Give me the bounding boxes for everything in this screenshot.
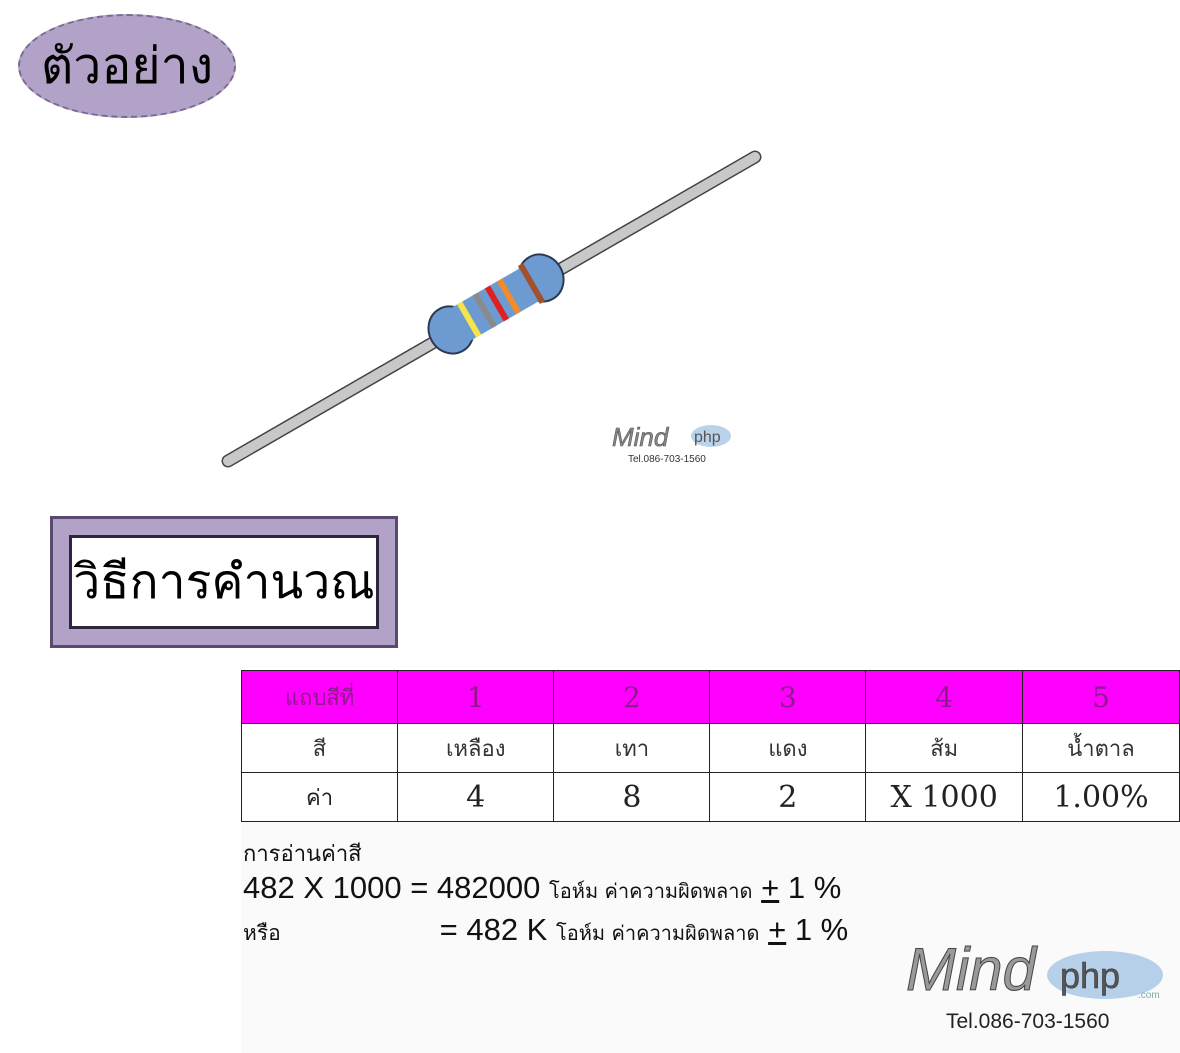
table-cell: 1.00% xyxy=(1022,772,1180,822)
calc-unit: โอห์ม ค่าความผิดพลาด xyxy=(549,879,753,903)
band-brown xyxy=(517,262,546,305)
svg-text:Mind: Mind xyxy=(612,422,670,452)
resistor-body xyxy=(427,253,565,355)
calc-expression: 482 X 1000 = 482000 xyxy=(243,870,541,905)
band-table: แถบสีที่ 1 2 3 4 5 สี เหลือง เทา แดง ส้ม… xyxy=(240,670,1180,822)
table-cell: น้ำตาล xyxy=(1022,723,1180,773)
calc-unit: โอห์ม ค่าความผิดพลาด xyxy=(555,921,760,945)
table-cell: เทา xyxy=(553,723,711,773)
calc-line-1: 482 X 1000 = 482000 โอห์ม ค่าความผิดพลาด… xyxy=(243,870,841,907)
watermark-brand: Mind xyxy=(906,936,1038,1003)
table-cell: 2 xyxy=(709,772,867,822)
table-row-values: ค่า 4 8 2 X 1000 1.00% xyxy=(240,772,1180,822)
watermark-phone: Tel.086-703-1560 xyxy=(946,1010,1109,1033)
svg-text:php: php xyxy=(694,429,721,446)
table-cell: 4 xyxy=(397,772,555,822)
tolerance-value: 1 % xyxy=(787,870,842,905)
plus-minus-sign: + xyxy=(768,912,787,947)
watermark-suffix: php xyxy=(1060,955,1120,996)
band-red xyxy=(484,285,509,322)
table-header-row: แถบสีที่ 1 2 3 4 5 xyxy=(240,670,1180,724)
calc-expression: = 482 K xyxy=(439,912,548,947)
table-cell: 2 xyxy=(553,670,711,724)
table-cell: 1 xyxy=(397,670,555,724)
watermark-domain: .com xyxy=(1138,990,1160,1001)
table-cell: 5 xyxy=(1022,670,1180,724)
band-orange xyxy=(496,278,522,315)
table-cell: เหลือง xyxy=(397,723,555,773)
resistor-illustration: Mind php Tel.086-703-1560 xyxy=(221,150,762,468)
plus-minus-sign: + xyxy=(761,870,780,905)
example-badge: ตัวอย่าง xyxy=(18,14,236,118)
table-cell: ส้ม xyxy=(865,723,1023,773)
table-cell: 3 xyxy=(709,670,867,724)
table-cell: แถบสีที่ xyxy=(240,670,399,724)
table-cell: แดง xyxy=(709,723,867,773)
watermark-small: Mind php Tel.086-703-1560 xyxy=(612,422,731,465)
table-cell: สี xyxy=(240,723,399,773)
or-label: หรือ xyxy=(243,921,281,945)
table-cell: 8 xyxy=(553,772,711,822)
reading-title: การอ่านค่าสี xyxy=(243,842,362,867)
band-gray xyxy=(472,292,497,329)
svg-text:Tel.086-703-1560: Tel.086-703-1560 xyxy=(628,454,706,465)
table-cell: X 1000 xyxy=(865,772,1023,822)
method-title-box: วิธีการคำนวณ xyxy=(69,535,379,629)
band-yellow xyxy=(457,301,482,338)
tolerance-value: 1 % xyxy=(794,912,849,947)
watermark-logo: Mind php .com Tel.086-703-1560 xyxy=(906,936,1163,1033)
method-title: วิธีการคำนวณ xyxy=(73,554,375,610)
table-cell: ค่า xyxy=(240,772,399,822)
table-row-colors: สี เหลือง เทา แดง ส้ม น้ำตาล xyxy=(240,723,1180,773)
table-cell: 4 xyxy=(865,670,1023,724)
calc-line-2: หรือ = 482 K โอห์ม ค่าความผิดพลาด + 1 % xyxy=(243,912,848,950)
method-frame: วิธีการคำนวณ xyxy=(50,516,398,648)
example-badge-label: ตัวอย่าง xyxy=(40,37,214,95)
